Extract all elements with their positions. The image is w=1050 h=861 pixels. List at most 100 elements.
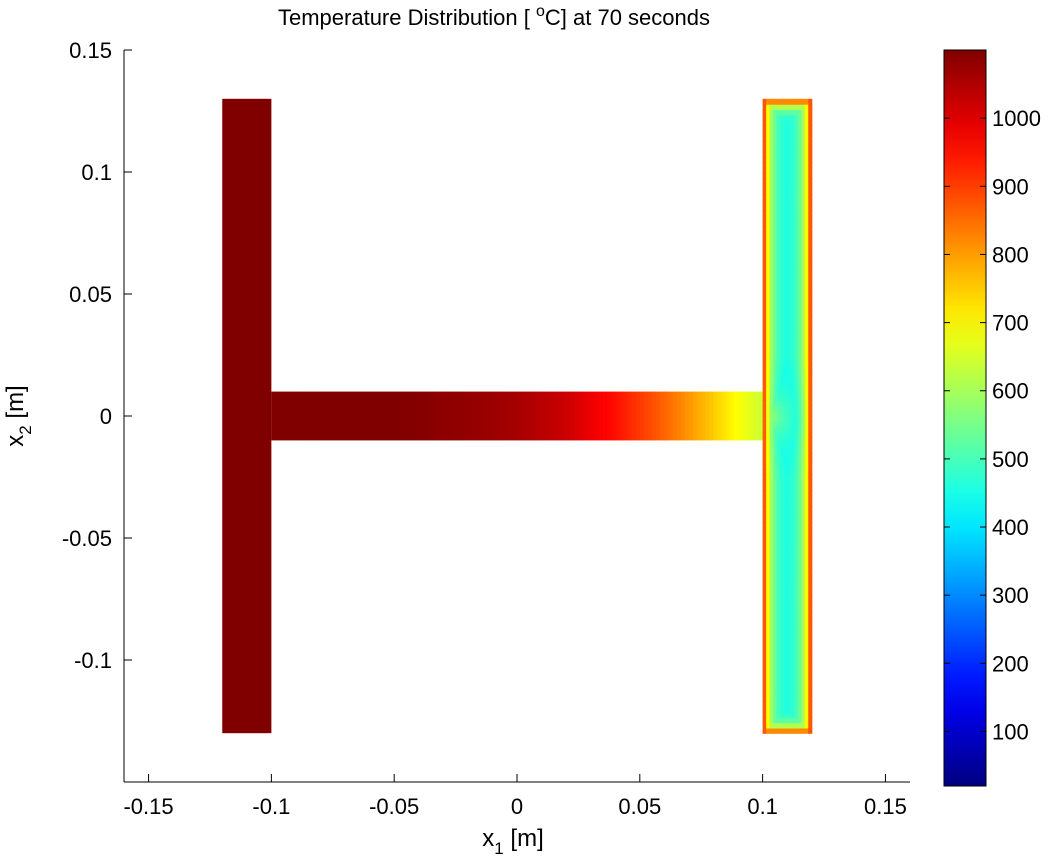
right-flange-cell [773, 490, 778, 496]
right-flange-cell [804, 114, 809, 121]
right-flange-cell [808, 442, 813, 449]
right-flange-cell [766, 516, 771, 523]
right-flange-cell [804, 431, 809, 438]
right-flange-cell [801, 532, 806, 539]
right-flange-cell [801, 521, 806, 528]
right-flange-cell [783, 278, 788, 285]
right-flange-cell [804, 712, 809, 718]
right-flange-cell [804, 267, 809, 274]
right-flange-cell [790, 389, 795, 396]
right-flange-cell [797, 690, 802, 697]
right-flange-cell [773, 664, 778, 671]
right-flange-cell [780, 225, 785, 232]
right-flange-cell [787, 347, 792, 354]
web-cell [717, 391, 723, 441]
right-flange-cell [773, 627, 778, 634]
right-flange-cell [801, 326, 806, 333]
right-flange-cell [808, 421, 813, 428]
right-flange-cell [808, 437, 813, 444]
right-flange-cell [797, 304, 802, 311]
right-flange-cell [776, 574, 781, 581]
right-flange-cell [797, 474, 802, 481]
right-flange-cell [808, 384, 813, 391]
right-flange-cell [783, 564, 788, 570]
right-flange-cell [780, 548, 785, 555]
right-flange-cell [769, 394, 774, 401]
right-flange-cell [790, 400, 795, 407]
right-flange-cell [797, 299, 802, 306]
right-flange-cell [804, 490, 809, 496]
right-flange-cell [787, 400, 792, 407]
right-flange-cell [790, 278, 795, 285]
right-flange-cell [808, 664, 813, 671]
right-flange-cell [808, 209, 813, 216]
web-cell [283, 391, 289, 441]
right-flange-cell [773, 500, 778, 507]
right-flange-cell [787, 527, 792, 533]
right-flange-cell [766, 331, 771, 338]
right-flange-cell [787, 119, 792, 126]
web-cell [287, 391, 293, 441]
right-flange-cell [797, 199, 802, 206]
right-flange-cell [762, 542, 767, 549]
right-flange-cell [776, 564, 781, 570]
right-flange-cell [773, 230, 778, 237]
right-flange-cell [804, 130, 809, 137]
right-flange-cell [773, 442, 778, 449]
right-flange-cell [790, 601, 795, 607]
right-flange-cell [769, 384, 774, 391]
right-flange-cell [804, 357, 809, 364]
right-flange-cell [776, 532, 781, 539]
right-flange-cell [797, 125, 802, 132]
right-flange-cell [797, 326, 802, 333]
right-flange-cell [783, 685, 788, 692]
right-flange-cell [808, 304, 813, 311]
right-flange-cell [783, 421, 788, 428]
right-flange-cell [766, 241, 771, 248]
right-flange-cell [776, 125, 781, 132]
right-flange-cell [762, 389, 767, 396]
right-flange-cell [766, 669, 771, 676]
right-flange-cell [794, 453, 799, 459]
right-flange-cell [766, 400, 771, 407]
right-flange-cell [766, 109, 771, 116]
right-flange-cell [780, 606, 785, 613]
right-flange-cell [797, 426, 802, 433]
y-tick-label: 0.05 [69, 282, 112, 307]
right-flange-cell [773, 458, 778, 465]
right-flange-cell [773, 199, 778, 206]
right-flange-cell [773, 527, 778, 533]
right-flange-cell [762, 183, 767, 190]
right-flange-cell [783, 701, 788, 708]
right-flange-cell [769, 579, 774, 586]
right-flange-cell [769, 331, 774, 338]
right-flange-cell [790, 267, 795, 274]
right-flange-cell [769, 341, 774, 348]
right-flange-cell [794, 421, 799, 428]
right-flange-cell [766, 701, 771, 708]
right-flange-cell [797, 178, 802, 184]
right-flange-cell [769, 484, 774, 491]
right-flange-cell [780, 178, 785, 184]
x-tick-label: 0.05 [618, 794, 661, 819]
right-flange-cell [773, 453, 778, 459]
right-flange-cell [804, 664, 809, 671]
right-flange-cell [776, 384, 781, 391]
right-flange-cell [794, 611, 799, 618]
right-flange-cell [797, 183, 802, 190]
right-flange-cell [766, 294, 771, 301]
right-flange-cell [790, 727, 795, 734]
right-flange-cell [808, 701, 813, 708]
right-flange-cell [766, 341, 771, 348]
right-flange-cell [801, 352, 806, 359]
right-flange-cell [766, 151, 771, 158]
right-flange-cell [804, 638, 809, 644]
right-flange-cell [808, 468, 813, 475]
right-flange-cell [797, 135, 802, 142]
right-flange-cell [804, 585, 809, 592]
right-flange-cell [783, 611, 788, 618]
right-flange-cell [808, 416, 813, 422]
right-flange-cell [762, 352, 767, 359]
right-flange-cell [766, 495, 771, 502]
right-flange-cell [804, 447, 809, 454]
